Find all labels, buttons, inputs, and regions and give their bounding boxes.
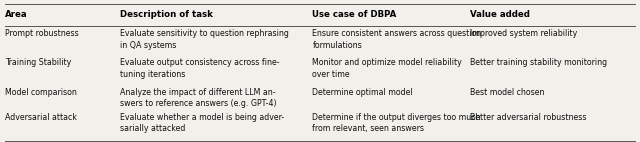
Text: Prompt robustness: Prompt robustness (5, 29, 79, 38)
Text: Monitor and optimize model reliability
over time: Monitor and optimize model reliability o… (312, 58, 462, 79)
Text: Evaluate whether a model is being adver-
sarially attacked: Evaluate whether a model is being adver-… (120, 113, 285, 133)
Text: Better training stability monitoring: Better training stability monitoring (470, 58, 607, 67)
Text: Value added: Value added (470, 10, 531, 19)
Text: Description of task: Description of task (120, 10, 213, 19)
Text: Improved system reliability: Improved system reliability (470, 29, 578, 38)
Text: Determine optimal model: Determine optimal model (312, 88, 413, 97)
Text: Adversarial attack: Adversarial attack (5, 113, 77, 122)
Text: Evaluate output consistency across fine-
tuning iterations: Evaluate output consistency across fine-… (120, 58, 280, 79)
Text: Analyze the impact of different LLM an-
swers to reference answers (e.g. GPT-4): Analyze the impact of different LLM an- … (120, 88, 277, 108)
Text: Ensure consistent answers across question
formulations: Ensure consistent answers across questio… (312, 29, 481, 50)
Text: Model comparison: Model comparison (5, 88, 77, 97)
Text: Area: Area (5, 10, 28, 19)
Text: Best model chosen: Best model chosen (470, 88, 545, 97)
Text: Evaluate sensitivity to question rephrasing
in QA systems: Evaluate sensitivity to question rephras… (120, 29, 289, 50)
Text: Determine if the output diverges too much
from relevant, seen answers: Determine if the output diverges too muc… (312, 113, 481, 133)
Text: Use case of DBPA: Use case of DBPA (312, 10, 397, 19)
Text: Better adversarial robustness: Better adversarial robustness (470, 113, 587, 122)
Text: Training Stability: Training Stability (5, 58, 72, 67)
